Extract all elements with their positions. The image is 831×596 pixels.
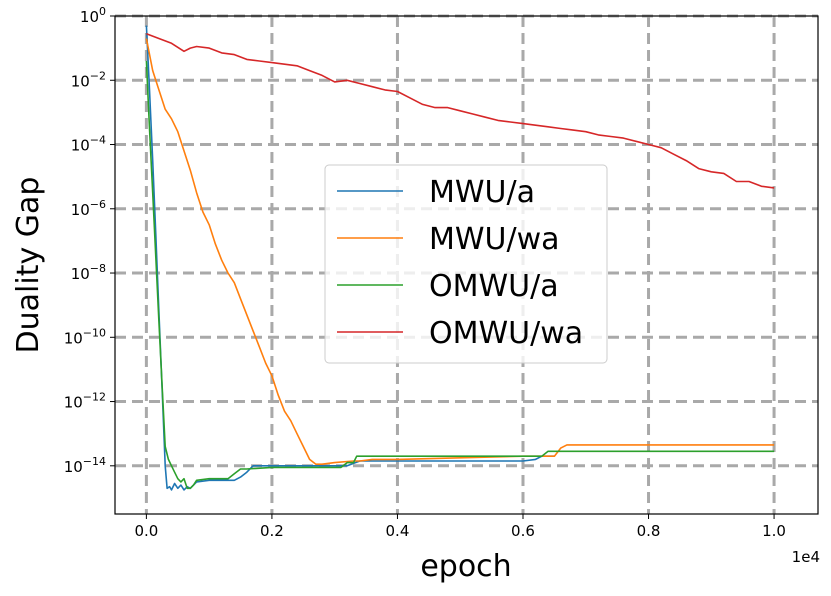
y-tick-exponent: −6 [90,198,106,211]
y-tick-base: 10 [64,329,83,347]
y-tick-base: 10 [80,8,99,26]
y-tick-label: 10−8 [71,262,106,283]
y-tick-exponent: −8 [90,262,106,275]
y-tick-exponent: −10 [83,326,106,339]
x-tick-label: 0.0 [134,522,158,540]
y-tick-base: 10 [71,72,90,90]
y-tick-base: 10 [64,458,83,476]
x-tick-label: 0.8 [637,522,661,540]
y-tick-exponent: −12 [83,391,106,404]
series-line-omwu-wa [146,32,775,189]
y-tick-label: 10−10 [64,326,106,347]
y-tick-label: 10−4 [71,134,106,155]
y-tick-label: 10−2 [71,69,106,90]
legend: MWU/a MWU/wa OMWU/a OMWU/wa [324,164,608,364]
y-tick-label: 10−6 [71,198,106,219]
plot-frame [114,15,819,515]
legend-box [324,164,608,364]
y-tick-exponent: −2 [90,69,106,82]
legend-label: OMWU/a [429,269,559,304]
y-tick-base: 10 [71,201,90,219]
y-tick-exponent: −14 [83,455,106,468]
x-tick-label: 0.6 [511,522,535,540]
legend-label: MWU/a [429,175,535,210]
y-tick-label: 10−12 [64,391,106,412]
y-tick-base: 10 [71,137,90,155]
series-lines [145,25,775,491]
series-line-omwu-a [145,60,775,490]
x-tick-label: 1.0 [762,522,786,540]
y-tick-exponent: −4 [90,134,106,147]
legend-label: MWU/wa [429,222,560,257]
y-tick-label: 10−14 [64,455,106,476]
y-tick-base: 10 [71,265,90,283]
x-axis-offset-label: 1e4 [792,548,820,566]
x-ticks: 0.0 0.2 0.4 0.6 0.8 1.0 [134,514,786,540]
y-tick-label: 100 [80,5,106,26]
series-line-mwu-wa [145,38,775,466]
x-tick-label: 0.4 [386,522,410,540]
y-tick-exponent: 0 [99,5,106,18]
x-axis-label: epoch [420,549,511,584]
x-tick-label: 0.2 [260,522,284,540]
y-axis-label: Duality Gap [11,177,46,354]
legend-label: OMWU/wa [429,316,583,351]
y-tick-base: 10 [64,394,83,412]
